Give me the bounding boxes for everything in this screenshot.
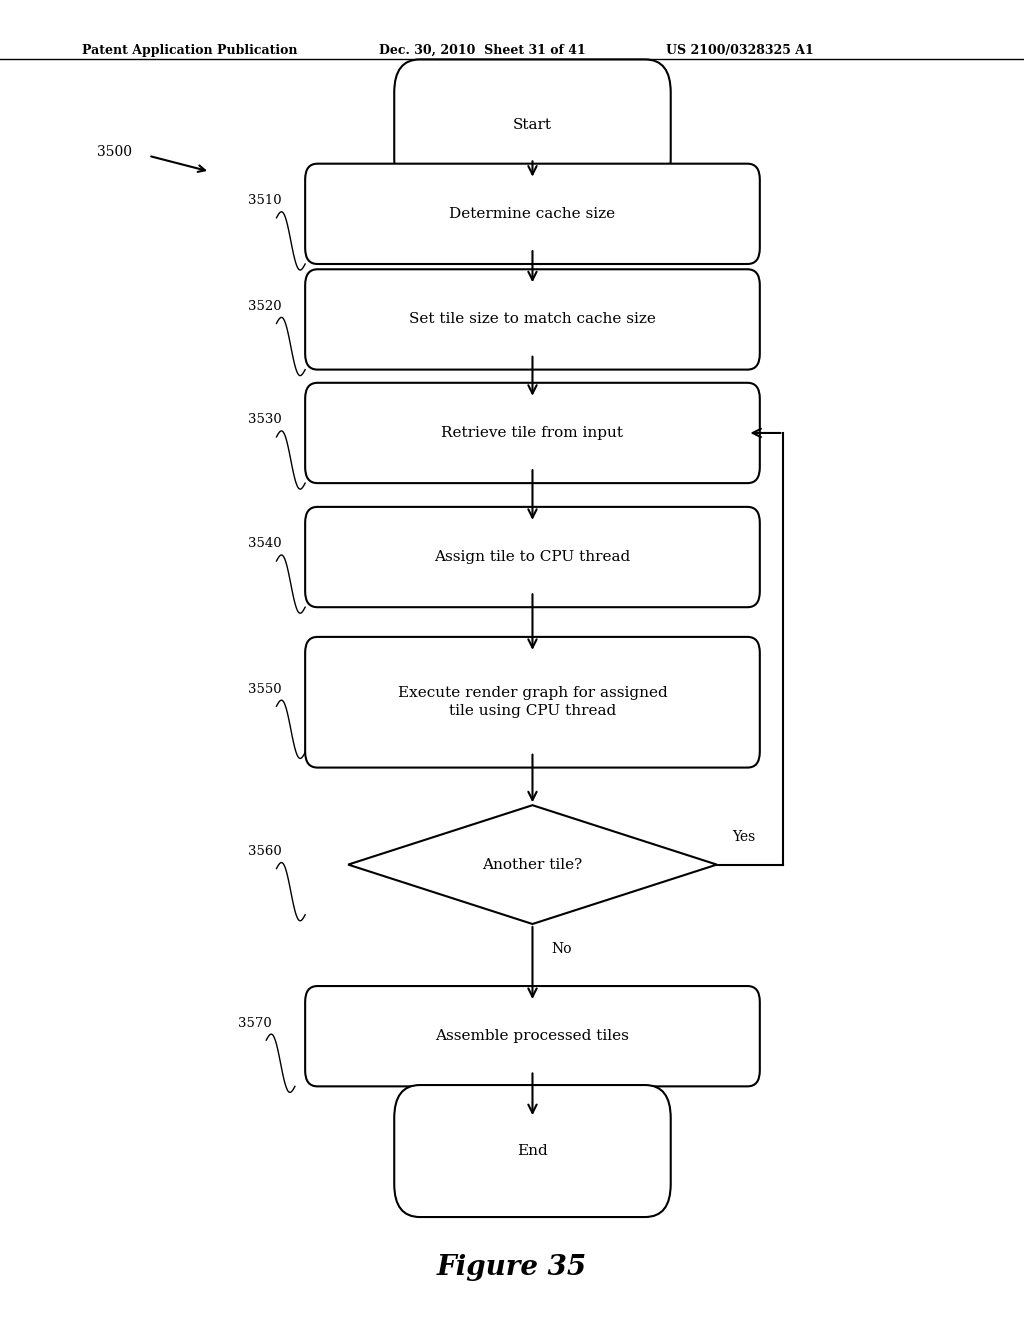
Text: Execute render graph for assigned
tile using CPU thread: Execute render graph for assigned tile u…	[397, 686, 668, 718]
Text: Figure 35: Figure 35	[437, 1254, 587, 1280]
Text: End: End	[517, 1144, 548, 1158]
Text: 3500: 3500	[97, 145, 132, 158]
FancyBboxPatch shape	[394, 59, 671, 191]
Text: Dec. 30, 2010  Sheet 31 of 41: Dec. 30, 2010 Sheet 31 of 41	[379, 44, 586, 57]
Text: Patent Application Publication: Patent Application Publication	[82, 44, 297, 57]
FancyBboxPatch shape	[305, 269, 760, 370]
Polygon shape	[348, 805, 717, 924]
Text: 3520: 3520	[248, 300, 282, 313]
Text: Assemble processed tiles: Assemble processed tiles	[435, 1030, 630, 1043]
Text: 3570: 3570	[238, 1016, 271, 1030]
Text: 3550: 3550	[248, 682, 282, 696]
Text: US 2100/0328325 A1: US 2100/0328325 A1	[666, 44, 813, 57]
Text: 3540: 3540	[248, 537, 282, 550]
FancyBboxPatch shape	[305, 164, 760, 264]
FancyBboxPatch shape	[305, 636, 760, 767]
FancyBboxPatch shape	[305, 507, 760, 607]
Text: Set tile size to match cache size: Set tile size to match cache size	[409, 313, 656, 326]
Text: No: No	[551, 942, 571, 956]
FancyBboxPatch shape	[394, 1085, 671, 1217]
FancyBboxPatch shape	[305, 986, 760, 1086]
Text: 3530: 3530	[248, 413, 282, 426]
Text: Retrieve tile from input: Retrieve tile from input	[441, 426, 624, 440]
FancyBboxPatch shape	[305, 383, 760, 483]
Text: Another tile?: Another tile?	[482, 858, 583, 871]
Text: Yes: Yes	[732, 830, 756, 843]
Text: 3560: 3560	[248, 845, 282, 858]
Text: Start: Start	[513, 119, 552, 132]
Text: 3510: 3510	[248, 194, 282, 207]
Text: Assign tile to CPU thread: Assign tile to CPU thread	[434, 550, 631, 564]
Text: Determine cache size: Determine cache size	[450, 207, 615, 220]
